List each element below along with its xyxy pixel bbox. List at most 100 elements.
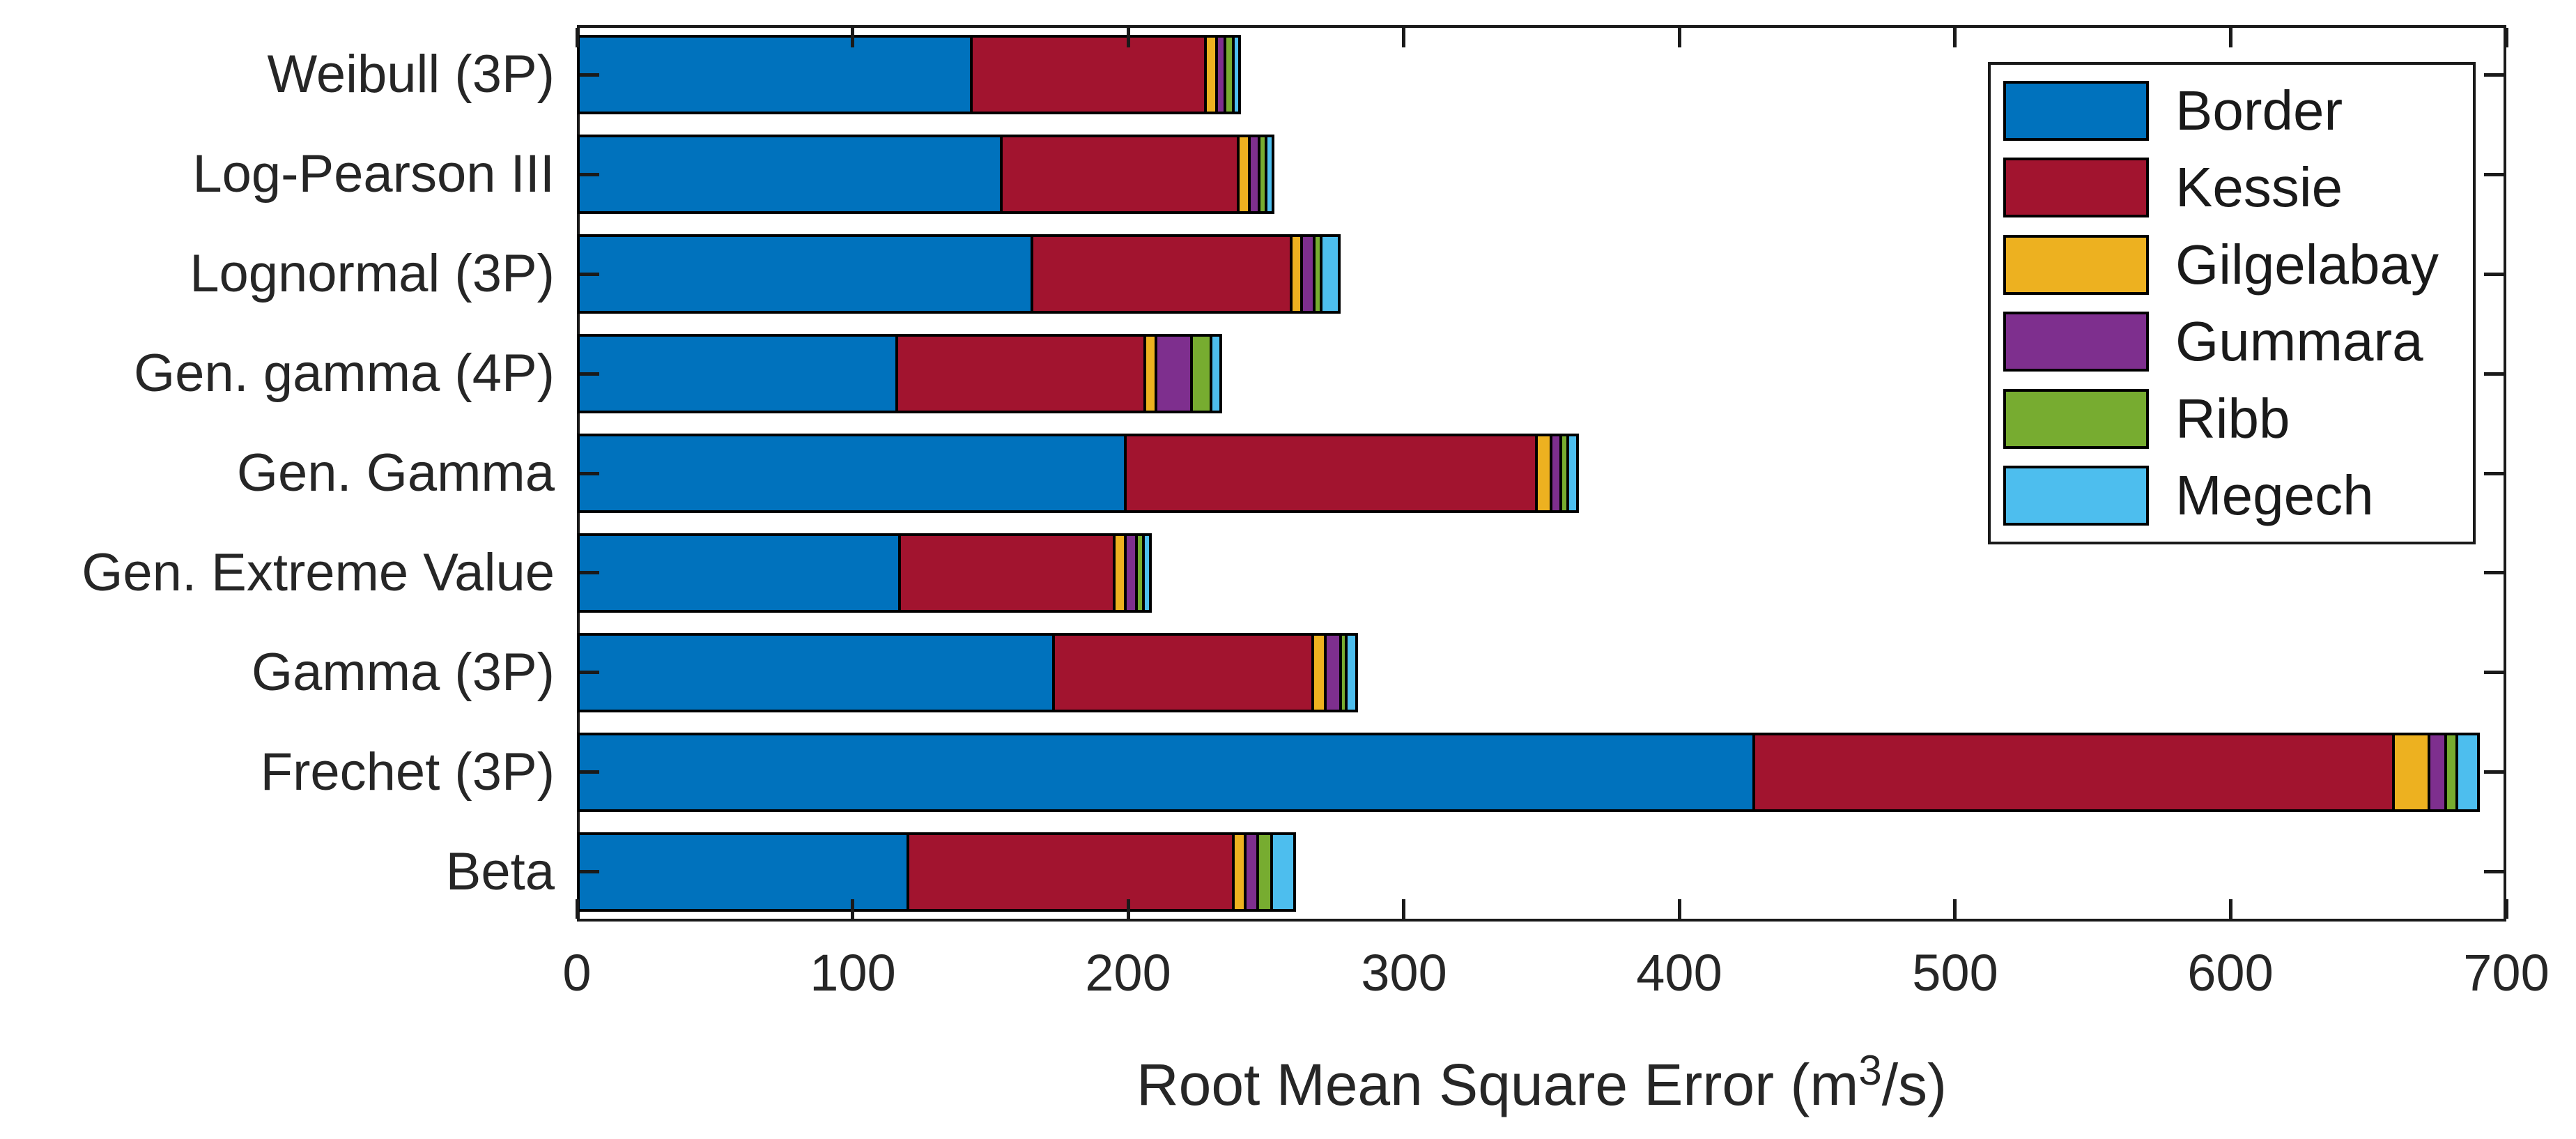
y-tick-right <box>2484 671 2504 674</box>
bar-segment-ribb <box>1340 636 1346 710</box>
segment-divider <box>1289 237 1293 311</box>
bar-segment-megech <box>1265 137 1272 211</box>
x-tick-bottom <box>576 899 579 919</box>
bar-segment-ribb <box>1191 337 1211 411</box>
bar-segment-kessie <box>896 337 1145 411</box>
y-tick-left <box>580 870 599 873</box>
y-axis-category-label: Beta <box>445 842 555 901</box>
x-axis-title-text: Root Mean Square Error (m <box>1136 1052 1859 1117</box>
x-axis-title: Root Mean Square Error (m3/s) <box>577 1037 2506 1118</box>
segment-divider <box>1154 337 1157 411</box>
x-axis-title-superscript: 3 <box>1858 1047 1882 1094</box>
x-tick-top <box>576 28 579 47</box>
bar-segment-megech <box>1271 835 1293 909</box>
x-axis-tick-label: 400 <box>1636 944 1722 1002</box>
bar-segment-ribb <box>1258 835 1272 909</box>
bar-log-pearson-iii <box>577 135 1274 214</box>
bar-segment-megech <box>1568 436 1576 510</box>
segment-divider <box>1231 835 1235 909</box>
bar-frechet-3p- <box>577 733 2480 812</box>
y-axis-category-label: Log-Pearson III <box>192 144 555 204</box>
bar-segment-megech <box>1321 237 1338 311</box>
legend-swatch-kessie <box>2003 158 2149 218</box>
bar-segment-border <box>580 735 1754 809</box>
legend-swatch-gummara <box>2003 312 2149 372</box>
x-tick-bottom <box>1678 899 1681 919</box>
legend-label: Ribb <box>2175 387 2290 450</box>
y-tick-right <box>2484 870 2504 873</box>
bar-segment-gilgelabay <box>1114 536 1126 610</box>
segment-divider <box>1190 337 1194 411</box>
bar-segment-ribb <box>1561 436 1568 510</box>
x-axis-tick-label: 500 <box>1912 944 1998 1002</box>
segment-divider <box>1000 137 1003 211</box>
segment-divider <box>1320 237 1323 311</box>
y-tick-right <box>2484 173 2504 176</box>
legend-item-gilgelabay: Gilgelabay <box>1991 233 2473 297</box>
y-tick-left <box>580 372 599 376</box>
segment-divider <box>1237 137 1240 211</box>
segment-divider <box>906 835 909 909</box>
x-tick-top <box>1127 28 1130 47</box>
segment-divider <box>1311 636 1315 710</box>
segment-divider <box>1143 337 1146 411</box>
segment-divider <box>1203 38 1207 112</box>
segment-divider <box>1124 436 1127 510</box>
bar-segment-kessie <box>1054 636 1313 710</box>
x-tick-top <box>1953 28 1957 47</box>
x-axis-tick-label: 600 <box>2187 944 2274 1002</box>
bar-segment-border <box>580 237 1032 311</box>
bar-segment-gilgelabay <box>1313 636 1326 710</box>
bar-segment-gilgelabay <box>1536 436 1552 510</box>
bar-beta <box>577 832 1296 912</box>
y-tick-left <box>580 73 599 77</box>
legend-label: Kessie <box>2175 156 2343 219</box>
bar-segment-kessie <box>907 835 1233 909</box>
segment-divider <box>969 38 973 112</box>
bar-lognormal-3p- <box>577 234 1341 314</box>
legend-label: Border <box>2175 79 2343 142</box>
x-tick-bottom <box>1127 899 1130 919</box>
x-axis-tick-label: 700 <box>2463 944 2550 1002</box>
legend-item-border: Border <box>1991 79 2473 143</box>
segment-divider <box>1339 636 1342 710</box>
bar-segment-ribb <box>2446 735 2457 809</box>
x-axis-title-unit: /s) <box>1881 1052 1948 1117</box>
y-tick-right <box>2484 770 2504 774</box>
bar-segment-kessie <box>1001 137 1239 211</box>
segment-divider <box>1752 735 1756 809</box>
segment-divider <box>1534 436 1538 510</box>
legend-item-gummara: Gummara <box>1991 309 2473 374</box>
bar-segment-ribb <box>1136 536 1143 610</box>
segment-divider <box>1344 636 1348 710</box>
y-tick-left <box>580 273 599 276</box>
bar-segment-megech <box>1345 636 1355 710</box>
segment-divider <box>1550 436 1553 510</box>
y-tick-right <box>2484 372 2504 376</box>
bar-segment-border <box>580 337 897 411</box>
y-tick-right <box>2484 73 2504 77</box>
bar-segment-kessie <box>1031 237 1291 311</box>
bar-gamma-3p- <box>577 633 1358 712</box>
y-tick-left <box>580 770 599 774</box>
y-tick-left <box>580 472 599 475</box>
bar-segment-ribb <box>1259 137 1266 211</box>
segment-divider <box>895 337 898 411</box>
legend-item-ribb: Ribb <box>1991 387 2473 451</box>
bar-segment-gummara <box>1216 38 1225 112</box>
bar-segment-gummara <box>1125 536 1137 610</box>
segment-divider <box>1248 137 1251 211</box>
segment-divider <box>1256 835 1260 909</box>
segment-divider <box>1141 536 1145 610</box>
bar-segment-gummara <box>1551 436 1561 510</box>
legend-label: Megech <box>2175 464 2374 526</box>
segment-divider <box>1313 237 1316 311</box>
bar-segment-gilgelabay <box>2393 735 2430 809</box>
x-tick-top <box>1678 28 1681 47</box>
bar-segment-gummara <box>1325 636 1341 710</box>
x-axis-tick-label: 100 <box>810 944 896 1002</box>
bar-segment-megech <box>1233 38 1238 112</box>
bar-segment-kessie <box>1125 436 1536 510</box>
x-tick-bottom <box>2229 899 2232 919</box>
segment-divider <box>1270 835 1273 909</box>
